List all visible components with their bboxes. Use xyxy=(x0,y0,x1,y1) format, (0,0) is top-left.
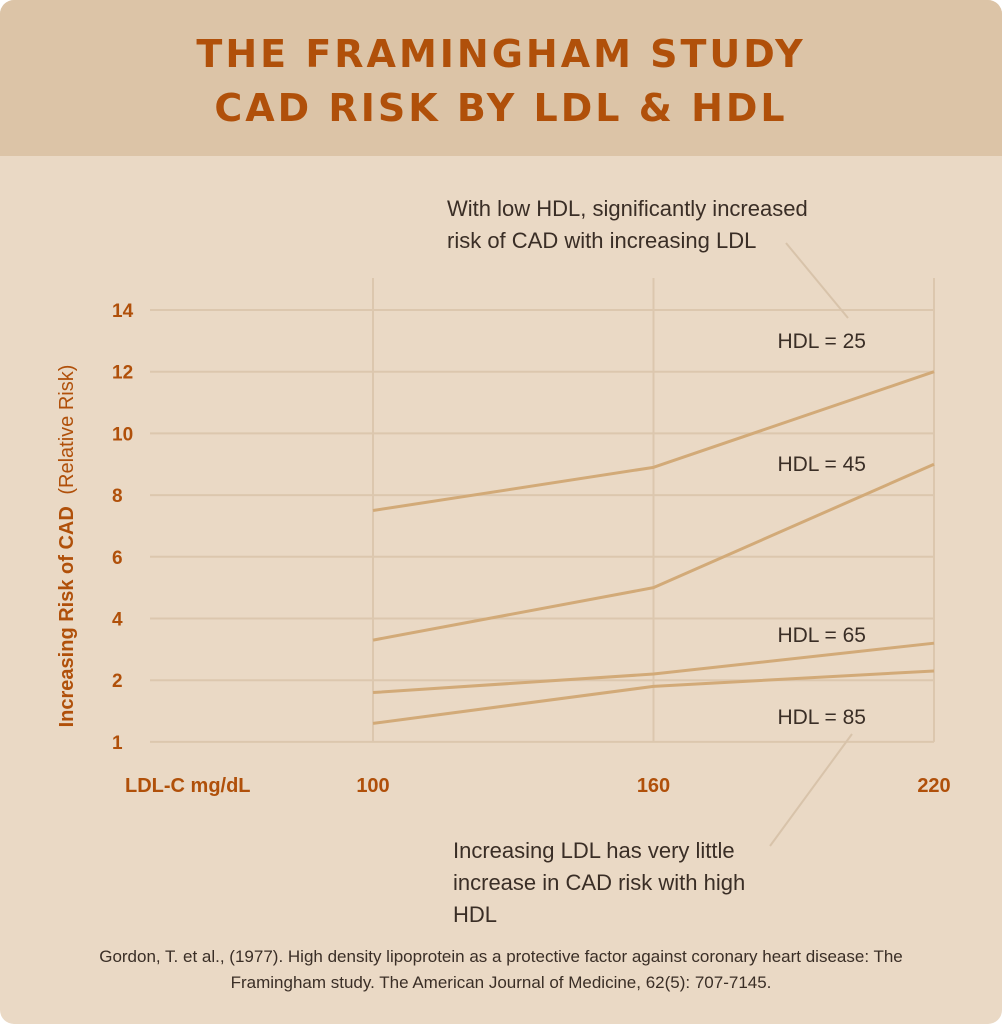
high-hdl-annotation: Increasing LDL has very little increase … xyxy=(453,838,746,927)
y-tick-label: 6 xyxy=(112,548,123,569)
series-line xyxy=(372,641,935,695)
series-name-label: HDL = 45 xyxy=(777,453,866,476)
series-line xyxy=(372,669,935,725)
x-tick-label: 100 xyxy=(356,775,389,797)
bottom-callout-line xyxy=(769,733,853,847)
citation: Gordon, T. et al., (1977). High density … xyxy=(99,947,903,992)
x-tick-label: 220 xyxy=(917,775,950,797)
y-tick-label: 10 xyxy=(112,424,133,445)
y-tick-label: 8 xyxy=(112,486,123,507)
y-axis-label: Increasing Risk of CAD (Relative Risk) xyxy=(56,365,78,728)
x-axis-ticks: 100 160 220 xyxy=(356,775,950,797)
top-callout-line xyxy=(785,242,849,319)
series-name-label: HDL = 25 xyxy=(777,330,866,353)
y-tick-label: 2 xyxy=(112,671,123,692)
series-line xyxy=(372,370,935,513)
chart-series xyxy=(372,370,935,725)
title-line-2: CAD RISK BY LDL & HDL xyxy=(214,86,788,130)
title-line-1: THE FRAMINGHAM STUDY xyxy=(196,32,806,76)
header-banner: THE FRAMINGHAM STUDY CAD RISK BY LDL & H… xyxy=(0,0,1002,156)
x-axis-label: LDL-C mg/dL xyxy=(125,775,251,797)
low-hdl-annotation: With low HDL, significantly increased ri… xyxy=(447,196,808,253)
y-tick-label: 1 xyxy=(112,733,123,754)
y-tick-label: 14 xyxy=(112,301,134,322)
x-tick-label: 160 xyxy=(637,775,670,797)
series-name-label: HDL = 85 xyxy=(777,706,866,729)
series-name-label: HDL = 65 xyxy=(777,624,866,647)
series-labels: HDL = 25 HDL = 45 HDL = 65 HDL = 85 xyxy=(777,330,866,729)
y-tick-label: 4 xyxy=(112,610,123,631)
series-line xyxy=(372,462,935,642)
y-axis-label-unit: (Relative Risk) xyxy=(56,365,78,495)
y-tick-label: 12 xyxy=(112,363,133,384)
y-axis-label-bold: Increasing Risk of CAD xyxy=(56,506,78,727)
